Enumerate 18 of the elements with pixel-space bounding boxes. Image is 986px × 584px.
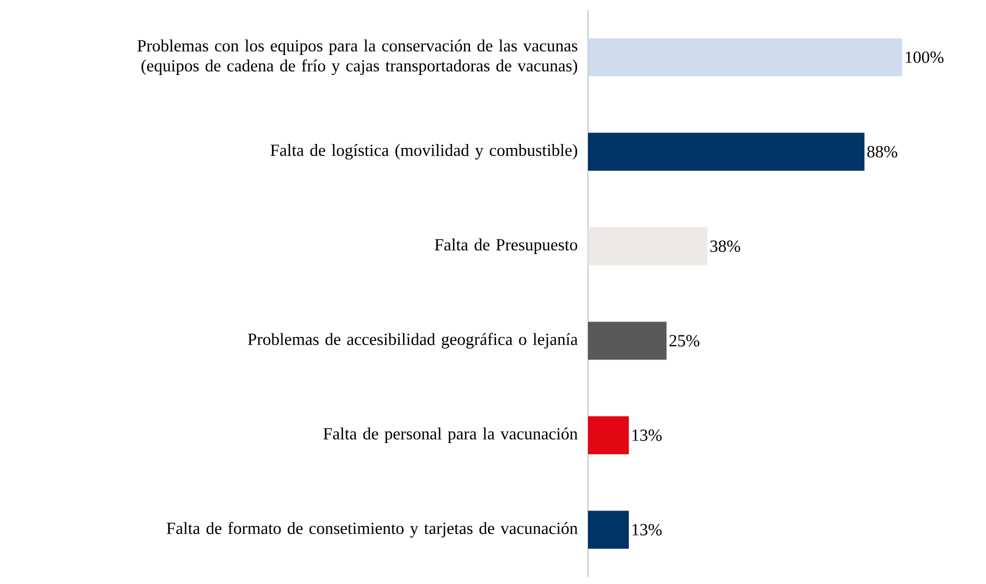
y-tick-label: Problemas de accesibilidad geográfica o lejanía <box>248 332 578 349</box>
data-label: 13% <box>632 429 662 442</box>
bar <box>588 416 629 454</box>
y-tick-label: Falta de logística (movilidad y combustible) <box>270 144 578 160</box>
bar <box>588 132 864 171</box>
bar <box>588 510 629 549</box>
data-label: 13% <box>632 524 662 536</box>
data-label: 38% <box>710 240 740 252</box>
bar <box>588 322 667 360</box>
bar <box>588 38 902 76</box>
data-label: 88% <box>867 146 898 158</box>
y-tick-label: Falta de formato de consetimiento y tarjetas de vacunación <box>166 522 578 538</box>
y-tick-label: Falta de personal para la vacunación <box>323 428 578 443</box>
bar <box>588 227 708 266</box>
y-tick-label: Problemas con los equipos para la conservación de las vacunas (equipos de cadena de frío y cajas transportadoras de vacunas) <box>137 40 578 75</box>
data-label: 25% <box>669 334 700 347</box>
y-tick-label: Falta de Presupuesto <box>434 238 578 254</box>
data-label: 100% <box>906 51 944 64</box>
